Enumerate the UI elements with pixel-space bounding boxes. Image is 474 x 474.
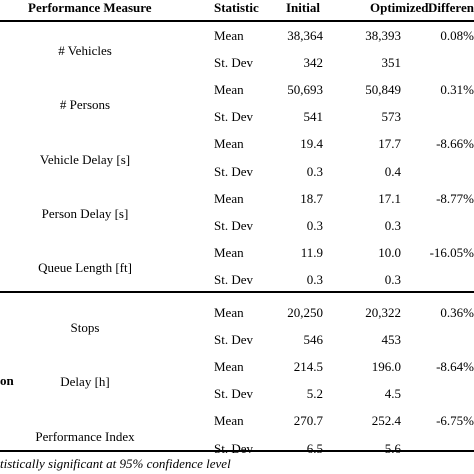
cell-statistic: Mean	[214, 190, 244, 206]
cell-optimized: 196.0	[371, 359, 401, 375]
cell-optimized: 573	[381, 109, 402, 125]
cell-optimized: 4.5	[384, 386, 401, 402]
cell-initial: 0.3	[306, 217, 323, 233]
cell-statistic: St. Dev	[214, 55, 253, 71]
cell-optimized: 17.1	[378, 190, 401, 206]
cell-statistic: St. Dev	[214, 271, 253, 287]
cell-optimized: 0.4	[384, 163, 401, 179]
cell-optimized: 50,849	[365, 82, 401, 98]
cell-statistic: Mean	[214, 305, 244, 320]
cell-statistic: St. Dev	[214, 332, 253, 348]
cell-initial: 342	[303, 55, 324, 71]
cell-difference: -8.66%	[436, 136, 474, 152]
cell-statistic: Mean	[214, 136, 244, 152]
cell-measure: Stops	[70, 320, 100, 336]
cell-initial: 0.3	[306, 271, 323, 287]
bottom-rule	[0, 450, 474, 452]
cell-initial: 0.3	[306, 163, 323, 179]
cell-difference: 0.36%	[440, 305, 474, 320]
cell-initial: 541	[303, 109, 324, 125]
cell-measure: Queue Length [ft]	[38, 259, 132, 275]
cell-initial: 6.5	[306, 440, 323, 456]
cell-initial: 11.9	[300, 244, 323, 260]
cell-statistic: Mean	[214, 28, 244, 43]
header-performance-measure: Performance Measure	[28, 0, 152, 15]
cell-difference: 0.08%	[440, 28, 474, 43]
cell-statistic: St. Dev	[214, 109, 253, 125]
cell-statistic: St. Dev	[214, 217, 253, 233]
cell-optimized: 5.6	[384, 440, 401, 456]
section-rule	[0, 291, 474, 293]
cell-initial: 18.7	[300, 190, 323, 206]
cell-optimized: 0.3	[384, 217, 401, 233]
cell-optimized: 10.0	[378, 244, 401, 260]
cell-measure: Vehicle Delay [s]	[39, 151, 131, 167]
cell-difference: -6.75%	[436, 413, 474, 429]
cell-statistic: Mean	[214, 413, 244, 429]
cell-statistic: Mean	[214, 359, 244, 375]
cell-optimized: 252.4	[371, 413, 401, 429]
cell-measure: Delay [h]	[60, 374, 110, 390]
cell-measure: Person Delay [s]	[41, 205, 129, 221]
header-difference: Differen	[428, 0, 474, 15]
cell-optimized: 453	[381, 332, 402, 348]
header-initial: Initial	[286, 0, 320, 15]
cell-statistic: St. Dev	[214, 386, 253, 402]
cell-statistic: Mean	[214, 244, 244, 260]
cell-initial: 50,693	[287, 82, 323, 98]
group-label: on	[0, 373, 14, 389]
header-optimized: Optimized	[370, 0, 429, 15]
cell-initial: 20,250	[287, 305, 323, 320]
cell-initial: 19.4	[300, 136, 323, 152]
cell-initial: 270.7	[293, 413, 323, 429]
cell-measure: # Persons	[59, 97, 111, 113]
cell-initial: 546	[303, 332, 324, 348]
cell-optimized: 17.7	[378, 136, 401, 152]
cell-statistic: St. Dev	[214, 163, 253, 179]
cell-initial: 38,364	[287, 28, 323, 43]
cell-optimized: 38,393	[365, 28, 401, 43]
cell-measure: Performance Index	[35, 428, 135, 444]
header-statistic: Statistic	[214, 0, 259, 15]
cell-difference: -16.05%	[429, 244, 474, 260]
cell-difference: -8.77%	[436, 190, 474, 206]
cell-statistic: Mean	[214, 82, 244, 98]
cell-statistic: St. Dev	[214, 440, 253, 456]
cell-optimized: 20,322	[365, 305, 401, 320]
top-rule	[0, 20, 474, 22]
cell-initial: 5.2	[306, 386, 323, 402]
cell-measure: # Vehicles	[58, 43, 112, 59]
cell-difference: -8.64%	[436, 359, 474, 375]
cell-difference: 0.31%	[440, 82, 474, 98]
cell-initial: 214.5	[293, 359, 323, 375]
cell-optimized: 0.3	[384, 271, 401, 287]
footnote: tistically significant at 95% confidence…	[0, 456, 231, 471]
cell-optimized: 351	[381, 55, 402, 71]
